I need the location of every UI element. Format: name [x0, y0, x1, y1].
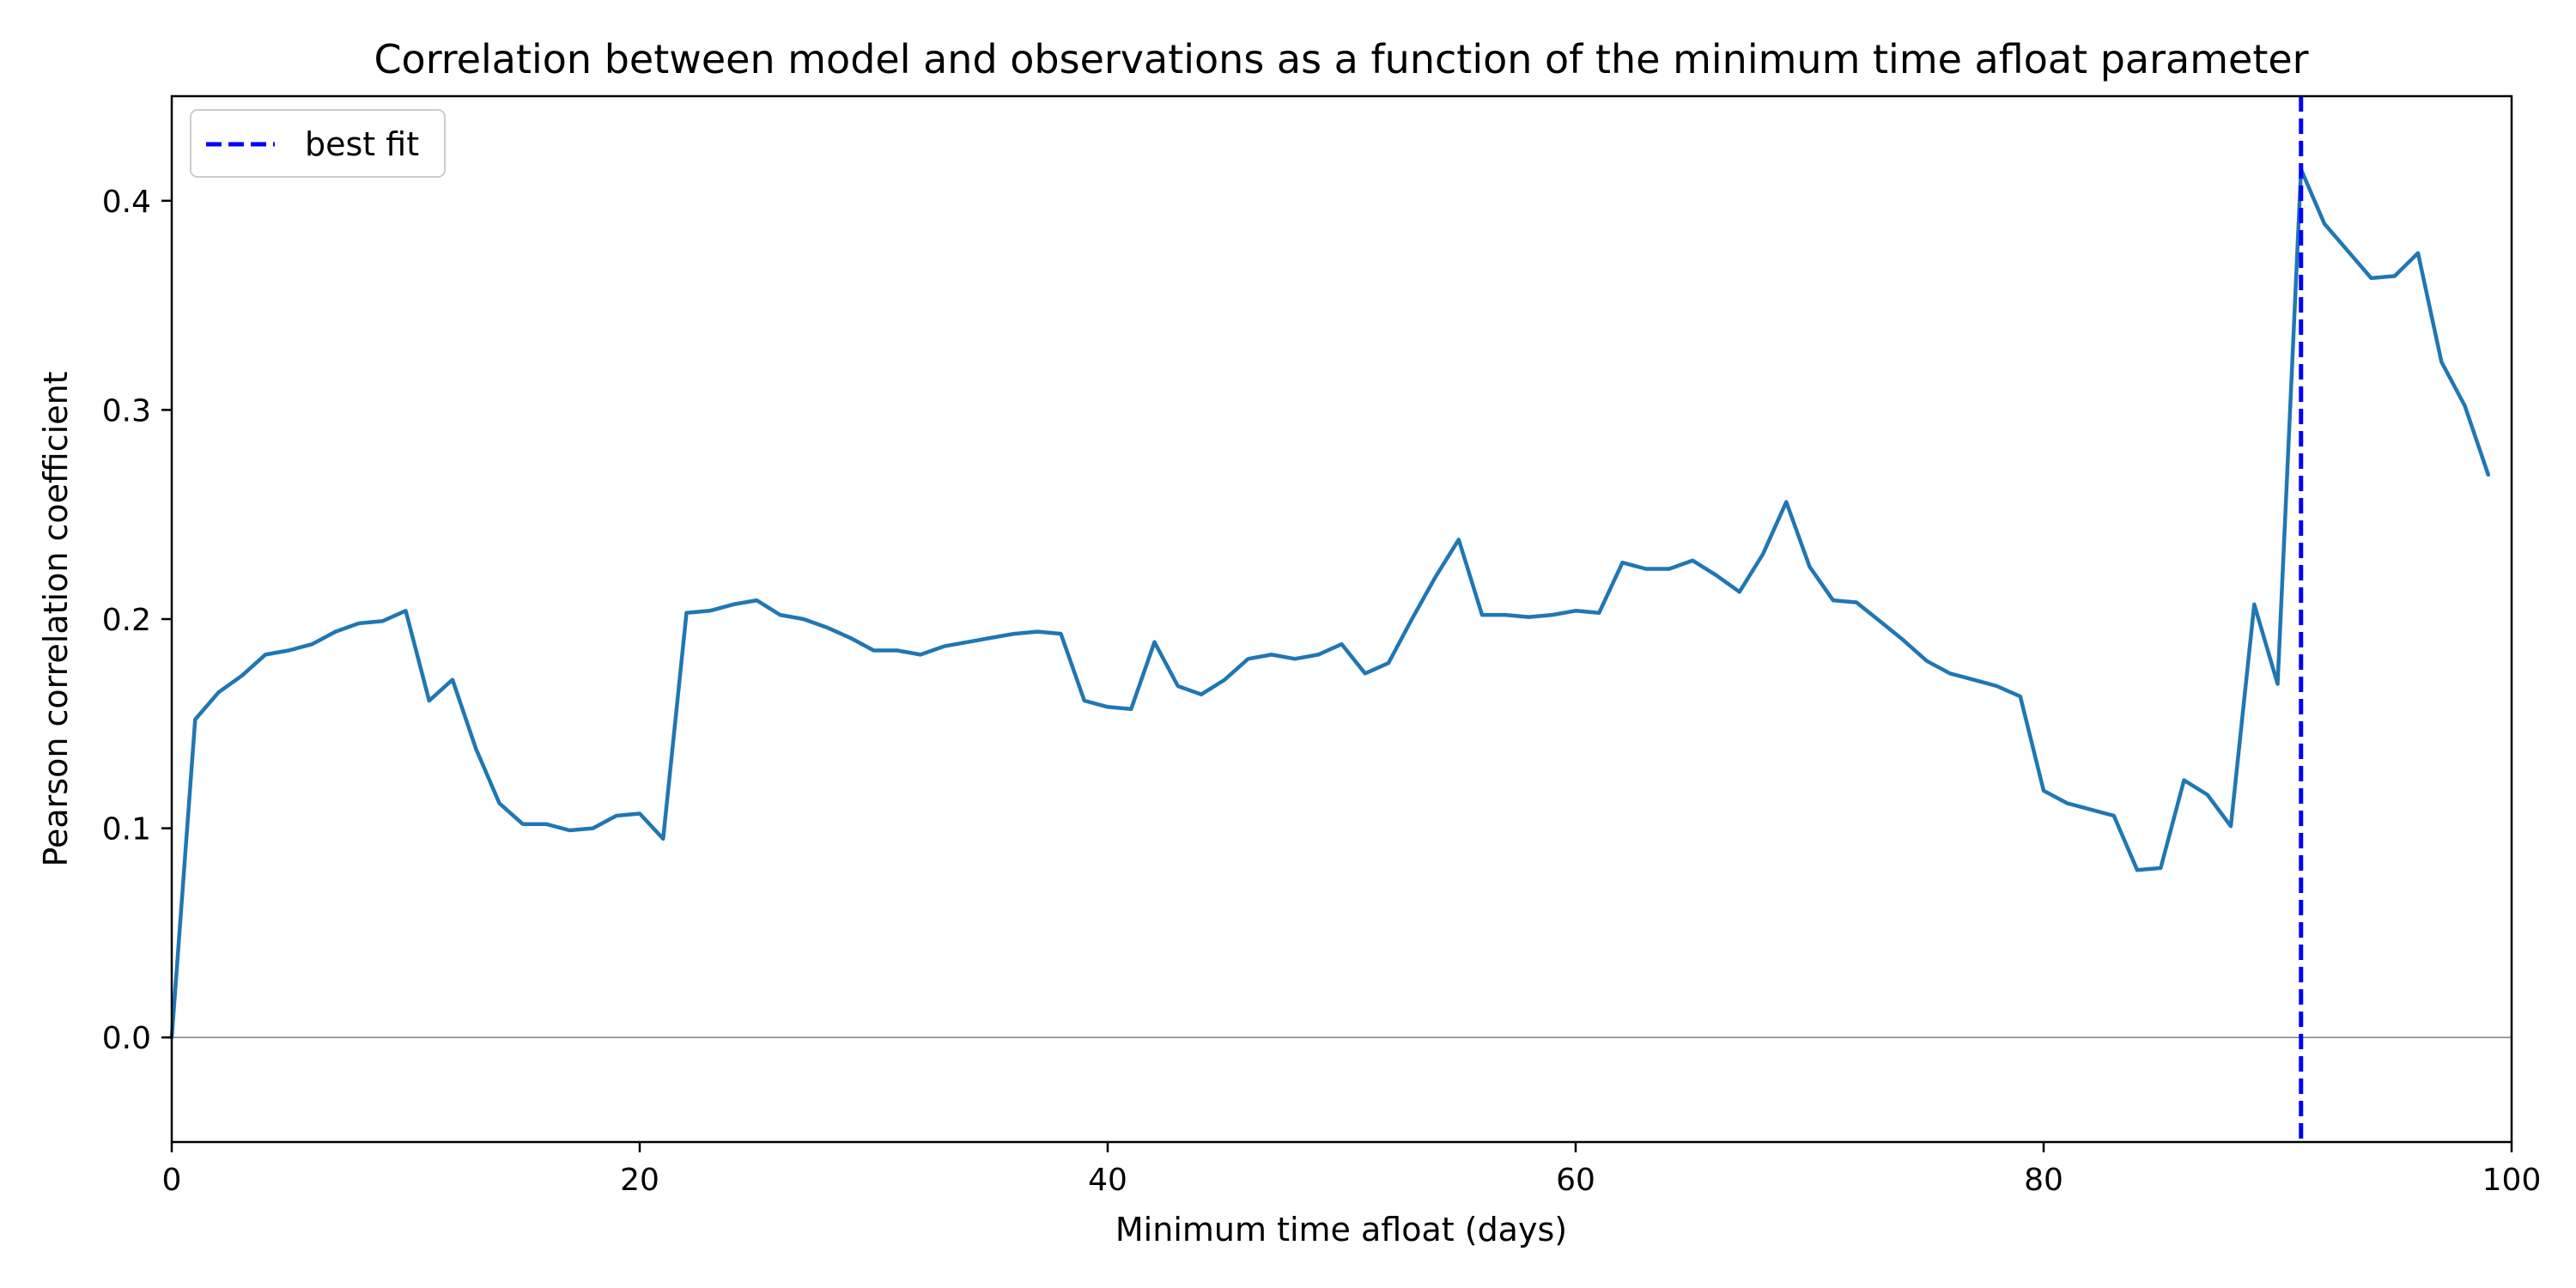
plot-area	[169, 96, 2512, 1142]
y-tick-label: 0.3	[102, 393, 151, 428]
legend-label-best-fit: best fit	[305, 125, 419, 163]
y-tick-label: 0.1	[102, 812, 151, 848]
x-tick-label: 40	[1088, 1163, 1127, 1198]
chart-title: Correlation between model and observatio…	[374, 36, 2308, 82]
y-tick-label: 0.0	[102, 1021, 151, 1056]
legend-box	[190, 109, 446, 178]
x-tick-label: 20	[620, 1163, 659, 1198]
legend: best fit	[190, 109, 446, 178]
x-tick-label: 0	[162, 1163, 182, 1198]
x-tick-label: 60	[1556, 1163, 1595, 1198]
y-axis-label: Pearson correlation coefficient	[37, 371, 75, 866]
x-tick-label: 80	[2024, 1163, 2063, 1198]
y-tick-label: 0.2	[102, 603, 151, 638]
y-axis: 0.0 0.1 0.2 0.3 0.4	[102, 185, 172, 1056]
x-axis: 0 20 40 60 80 100	[162, 1142, 2542, 1198]
series-line-1	[169, 167, 2491, 1040]
y-tick-label: 0.4	[102, 185, 151, 220]
x-tick-label: 100	[2482, 1163, 2542, 1198]
x-axis-label: Minimum time afloat (days)	[1115, 1211, 1567, 1249]
